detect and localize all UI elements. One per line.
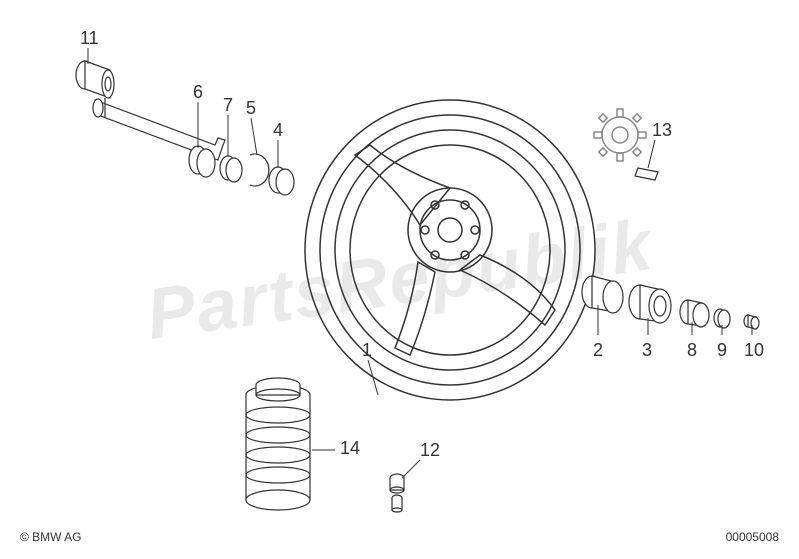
- valve-12: [390, 474, 404, 512]
- weight-13: [635, 168, 658, 180]
- callout-11: 11: [80, 28, 99, 49]
- cap-11-part: [76, 61, 114, 98]
- callout-14: 14: [340, 438, 360, 459]
- callout-13: 13: [652, 120, 672, 141]
- callout-4: 4: [273, 120, 283, 141]
- canister-14: [246, 378, 310, 510]
- callout-1: 1: [362, 340, 372, 361]
- diagram-container: [0, 0, 799, 559]
- callout-2: 2: [593, 340, 603, 361]
- callout-3: 3: [642, 340, 652, 361]
- callout-12: 12: [420, 440, 440, 461]
- callout-7: 7: [223, 95, 233, 116]
- callout-10: 10: [744, 340, 764, 361]
- parts-right: [582, 276, 759, 329]
- callout-9: 9: [717, 340, 727, 361]
- callout-6: 6: [193, 82, 203, 103]
- wheel-part: [305, 100, 595, 400]
- certification-gear-icon: [594, 109, 646, 161]
- parts-diagram-svg: [0, 0, 799, 559]
- callout-8: 8: [687, 340, 697, 361]
- callout-5: 5: [246, 98, 256, 119]
